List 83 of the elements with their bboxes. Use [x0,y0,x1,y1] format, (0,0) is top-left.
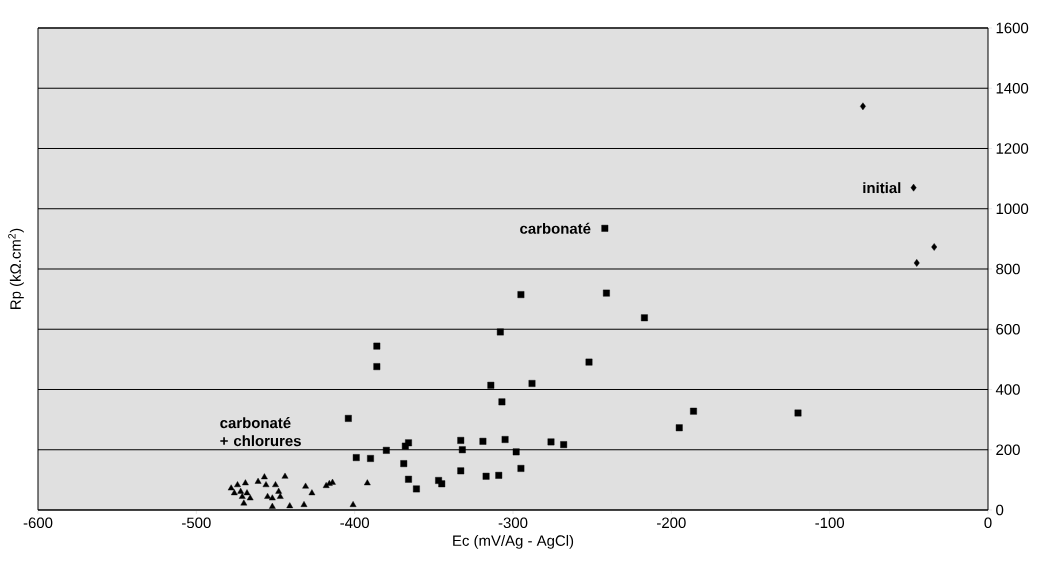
point [601,224,609,232]
point [482,472,490,480]
y-tick-label: 1000 [996,203,1029,215]
y-tick-label: 600 [996,323,1020,335]
point [560,441,568,449]
point [302,482,309,489]
point [237,487,244,494]
point [238,492,246,499]
point [458,446,466,454]
point [352,454,360,461]
point [512,448,520,456]
point [364,479,371,486]
y-tick-label: 400 [995,384,1020,395]
point [457,437,465,444]
point [272,481,279,487]
text: carbonaté + chlorures [220,417,301,447]
point [495,471,503,479]
point [517,465,525,472]
y-tick-label: 800 [996,263,1020,275]
point [547,438,555,446]
point [603,289,610,297]
x-tick-label: -100 [815,517,845,529]
point [501,436,509,443]
point [276,492,284,499]
x-tick-label: -300 [498,517,528,529]
point [254,477,262,484]
point [690,407,697,415]
y-tick-label: 1400 [996,82,1029,94]
point [517,291,525,298]
point [373,342,381,350]
point [242,479,249,486]
point [262,481,270,487]
y-tick-label: 1600 [996,22,1029,34]
x-tick-label: -200 [657,517,686,529]
point [246,494,254,501]
y-tick-label: 1200 [996,143,1029,154]
y-tick-label: 200 [996,444,1020,456]
point [349,501,357,507]
point [300,501,308,507]
point [373,363,381,370]
point [528,380,536,387]
x-tick-label: -600 [23,517,53,529]
point [243,489,251,496]
point [931,243,938,251]
point [400,460,408,467]
point [308,489,316,496]
point [405,475,412,483]
point [240,499,248,506]
x-tick-label: -500 [182,517,211,529]
point [438,480,446,488]
point [269,494,276,501]
x-axis-title: Ec (mV/Ag - AgCl) [453,534,574,549]
point [641,314,648,322]
point [269,502,276,509]
point [457,467,465,475]
x-tick-label: -400 [340,517,370,529]
point [487,381,495,389]
point [227,484,235,491]
point [281,472,289,479]
point [261,473,268,480]
point [275,487,282,494]
series-label: initial [863,182,901,194]
x-tick-label: 0 [984,517,992,529]
point [794,409,802,417]
point [496,328,504,336]
point [479,437,487,445]
point [401,442,409,450]
point [498,398,506,406]
point [344,415,352,422]
point [913,259,920,267]
point [382,446,390,454]
y-axis-title: Rp (kΩ.cm$^{2}$) [8,228,24,309]
point [367,455,374,462]
point [286,502,294,509]
point [910,183,917,192]
point [234,481,241,487]
y-tick-label: 0 [996,504,1004,516]
point [264,492,271,499]
point [413,485,420,493]
point [585,358,593,366]
series-label: carbonaté [520,222,591,234]
point [675,424,683,432]
point [231,489,238,496]
